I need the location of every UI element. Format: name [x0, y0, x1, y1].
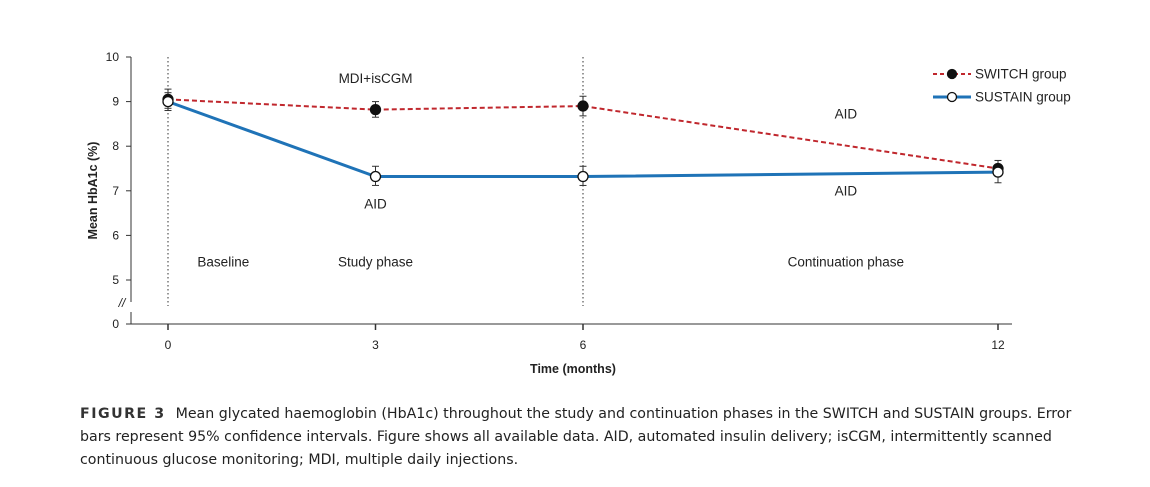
y-axis-title: Mean HbA1c (%) — [86, 142, 100, 240]
figure-caption-text: Mean glycated haemoglobin (HbA1c) throug… — [80, 406, 1072, 468]
annotation-label-1: AID — [364, 197, 387, 212]
annotation-label-0: MDI+isCGM — [339, 71, 413, 86]
annotation-label-2: AID — [835, 107, 858, 122]
y-tick-label-9: 9 — [112, 95, 119, 109]
hba1c-line-chart: // 0 5 6 7 8 9 10 0 3 6 12 Mean HbA1c (%) Time (month… — [86, 50, 1071, 376]
y-tick-label-10: 10 — [106, 50, 120, 64]
y-tick-label-8: 8 — [112, 139, 119, 153]
phase-label-1: Study phase — [338, 255, 413, 270]
x-tick-label-3: 3 — [372, 338, 379, 352]
sustain-group-line — [167, 100, 999, 179]
y-tick-label-7: 7 — [112, 184, 119, 198]
y-tick-label-0: 0 — [112, 317, 119, 331]
sustain-group-point-2 — [577, 170, 589, 183]
sustain-group-point-3 — [992, 166, 1004, 178]
y-axis-break-mark: // — [118, 296, 127, 310]
sustain-group-point-1 — [369, 170, 382, 183]
y-tick-label-5: 5 — [112, 273, 119, 287]
switch-group-point-1 — [369, 103, 382, 116]
annotation-label-3: AID — [835, 183, 858, 198]
x-tick-label-12: 12 — [991, 338, 1005, 352]
sustain-group-point-0 — [162, 95, 174, 108]
figure-caption: FIGURE 3 Mean glycated haemoglobin (HbA1c… — [80, 403, 1090, 472]
x-tick-label-0: 0 — [165, 338, 172, 352]
legend-sustain-group-marker — [946, 91, 958, 103]
x-axis-title: Time (months) — [530, 362, 616, 376]
legend-switch-group-marker — [946, 68, 958, 80]
switch-group-point-2 — [577, 100, 589, 112]
legend-sustain-group-label: SUSTAIN group — [975, 90, 1071, 105]
y-tick-label-6: 6 — [112, 228, 119, 242]
phase-label-0: Baseline — [197, 255, 249, 270]
x-tick-label-6: 6 — [580, 338, 587, 352]
figure-label: FIGURE 3 — [80, 406, 166, 422]
legend-switch-group-label: SWITCH group — [975, 67, 1067, 82]
switch-group-line — [167, 98, 999, 170]
phase-label-2: Continuation phase — [788, 255, 904, 270]
